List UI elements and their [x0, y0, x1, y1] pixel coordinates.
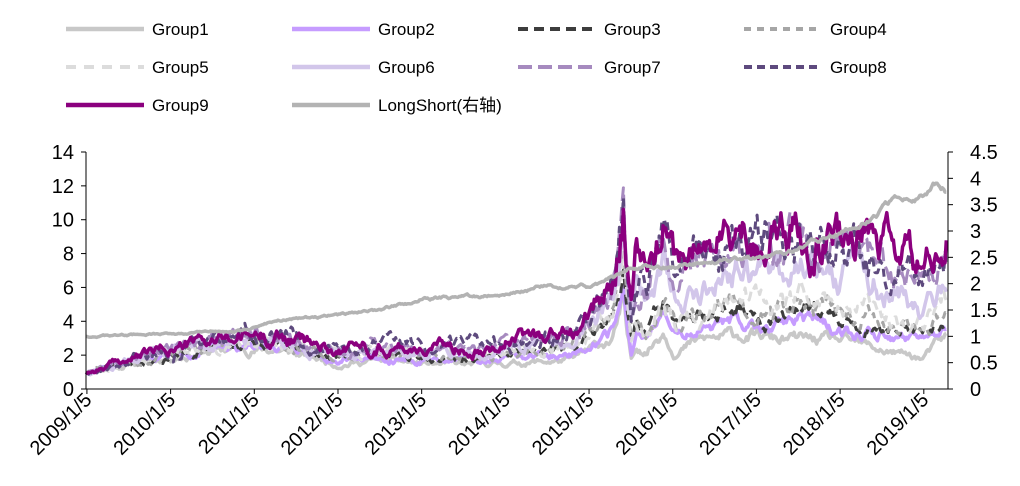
legend-label: Group8 [830, 58, 887, 77]
y-left-tick-label: 12 [52, 176, 74, 198]
legend-item-group9: Group9 [66, 96, 209, 115]
y-left-tick-label: 6 [63, 277, 74, 299]
y-right-tick-label: 1.5 [970, 300, 998, 322]
x-tick-label: 2011/1/5 [194, 389, 264, 459]
x-tick-label: 2010/1/5 [110, 389, 181, 460]
y-right-tick-label: 4.5 [970, 142, 998, 164]
series-line-group9 [84, 207, 949, 375]
legend-label: Group5 [152, 58, 209, 77]
legend-label: Group6 [378, 58, 435, 77]
y-right-tick-label: 4 [970, 168, 981, 190]
y-left-tick-label: 4 [63, 311, 74, 333]
legend-label: LongShort(右轴) [378, 96, 502, 115]
x-tick-label: 2017/1/5 [695, 389, 766, 460]
legend-label: Group9 [152, 96, 209, 115]
y-right-tick-label: 2.5 [970, 247, 998, 269]
x-tick-label: 2009/1/5 [26, 389, 97, 460]
x-tick-label: 2016/1/5 [612, 389, 683, 460]
legend-label: Group3 [604, 20, 661, 39]
legend-item-group8: Group8 [744, 58, 887, 77]
y-right-tick-label: 3.5 [970, 195, 998, 217]
x-tick-label: 2018/1/5 [779, 389, 850, 460]
y-right-tick-label: 0.5 [970, 353, 998, 375]
legend-label: Group7 [604, 58, 661, 77]
legend: Group1 Group2 Group3 Group4 Group5 Group6 Grou… [66, 20, 887, 115]
legend-item-group7: Group7 [518, 58, 661, 77]
legend-item-group3: Group3 [518, 20, 661, 39]
legend-label: Group4 [830, 20, 887, 39]
legend-item-group5: Group5 [66, 58, 209, 77]
y-right-tick-label: 1 [970, 326, 981, 348]
legend-item-group4: Group4 [744, 20, 887, 39]
y-left-tick-label: 2 [63, 345, 74, 367]
legend-label: Group1 [152, 20, 209, 39]
y-right-tick-label: 0 [970, 379, 981, 401]
x-tick-label: 2013/1/5 [361, 389, 432, 460]
x-tick-label: 2014/1/5 [444, 389, 515, 460]
y-right-tick-label: 3 [970, 221, 981, 243]
y-left-tick-label: 14 [52, 142, 74, 164]
plot-lines [84, 181, 949, 377]
legend-item-longshort: LongShort(右轴) [292, 96, 502, 115]
y-left-tick-label: 10 [52, 210, 74, 232]
y-left-tick-label: 0 [63, 379, 74, 401]
legend-item-group2: Group2 [292, 20, 435, 39]
legend-item-group6: Group6 [292, 58, 435, 77]
legend-item-group1: Group1 [66, 20, 209, 39]
series-line-longshort [85, 181, 947, 340]
legend-label: Group2 [378, 20, 435, 39]
x-tick-label: 2012/1/5 [277, 389, 348, 460]
x-tick-label: 2019/1/5 [863, 389, 934, 460]
y-right-tick-label: 2 [970, 274, 981, 296]
x-tick-label: 2015/1/5 [528, 389, 599, 460]
series-line-group5 [85, 249, 948, 375]
y-left-tick-label: 8 [63, 244, 74, 266]
